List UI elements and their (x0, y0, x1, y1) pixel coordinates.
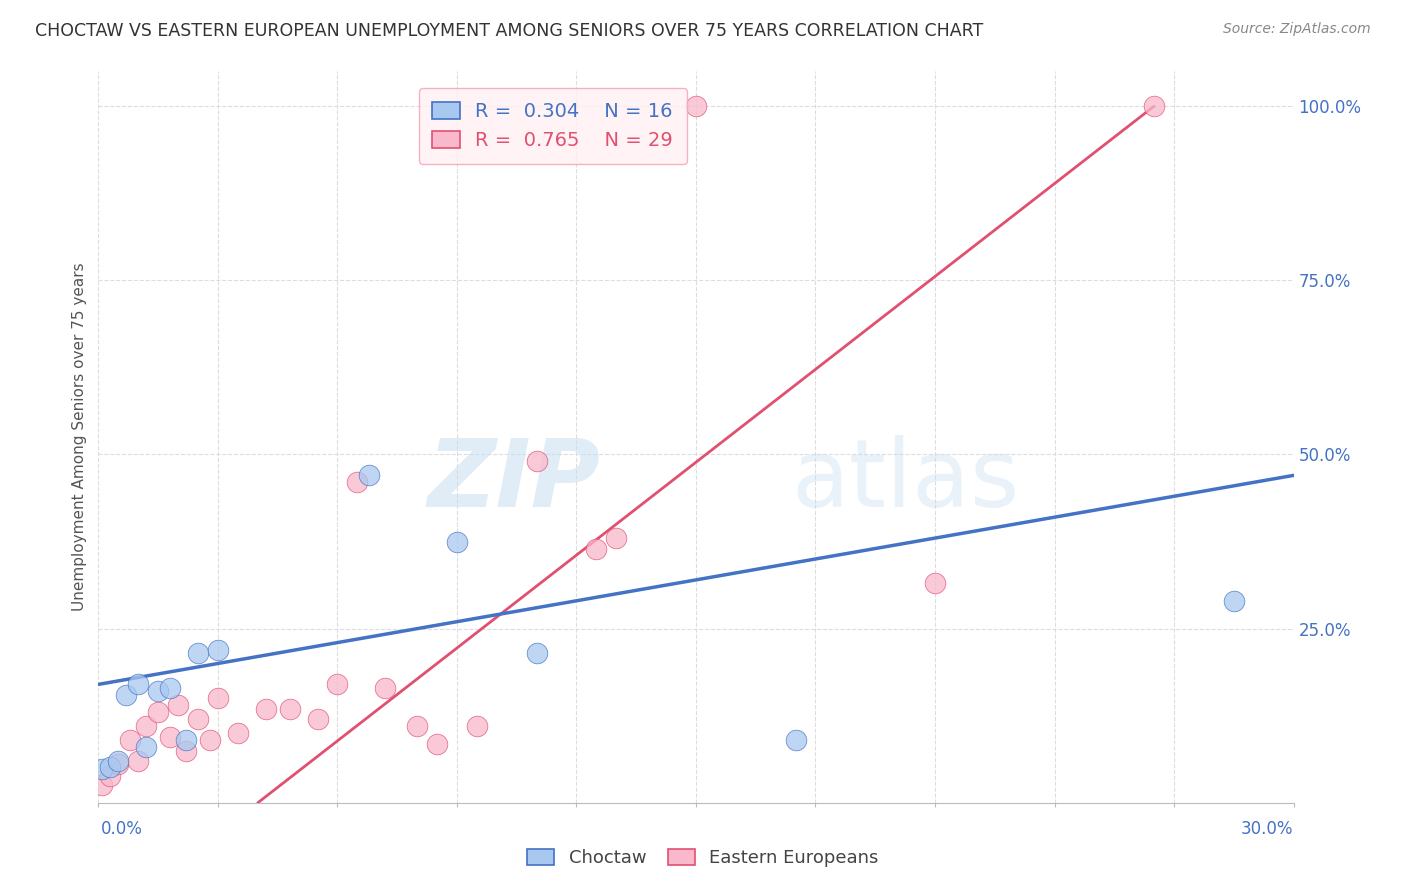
Point (207, 642, 229, 657)
Point (254, 702, 277, 716)
Point (785, 733, 807, 747)
Point (374, 681, 396, 695)
Point (359, 468, 381, 483)
Point (465, 719, 488, 733)
Point (924, 576, 946, 591)
Point (159, 681, 181, 695)
Point (605, 531, 627, 545)
Point (167, 698, 190, 713)
Point (107, 754, 129, 768)
Point (307, 712, 329, 726)
Point (278, 702, 301, 716)
Point (135, 740, 157, 755)
Point (526, 454, 548, 468)
Point (148, 705, 170, 719)
Point (1143, 99, 1166, 113)
Point (226, 726, 249, 740)
Point (446, 534, 468, 549)
Point (426, 737, 449, 751)
Point (174, 733, 197, 747)
Point (120, 733, 142, 747)
Point (100, 769, 122, 783)
Point (91, 778, 114, 792)
Point (1222, 594, 1246, 608)
Point (187, 646, 209, 660)
Point (406, 719, 429, 733)
Point (198, 733, 221, 747)
Text: Source: ZipAtlas.com: Source: ZipAtlas.com (1223, 22, 1371, 37)
Point (148, 684, 170, 698)
Text: ZIP: ZIP (427, 435, 600, 527)
Point (127, 754, 149, 768)
Text: atlas: atlas (792, 435, 1019, 527)
Legend: R =  0.304    N = 16, R =  0.765    N = 29: R = 0.304 N = 16, R = 0.765 N = 29 (419, 88, 686, 164)
Text: 0.0%: 0.0% (101, 820, 143, 838)
Point (115, 688, 138, 702)
Point (685, 99, 707, 113)
Point (346, 475, 368, 490)
Legend: Choctaw, Eastern Europeans: Choctaw, Eastern Europeans (520, 841, 886, 874)
Point (100, 759, 122, 773)
Point (526, 646, 548, 660)
Point (207, 691, 229, 706)
Point (187, 712, 209, 726)
Point (127, 677, 149, 691)
Point (91, 763, 114, 777)
Point (326, 677, 349, 691)
Point (174, 743, 197, 757)
Y-axis label: Unemployment Among Seniors over 75 years: Unemployment Among Seniors over 75 years (72, 263, 87, 611)
Point (585, 541, 607, 556)
Text: CHOCTAW VS EASTERN EUROPEAN UNEMPLOYMENT AMONG SENIORS OVER 75 YEARS CORRELATION: CHOCTAW VS EASTERN EUROPEAN UNEMPLOYMENT… (35, 22, 983, 40)
Point (159, 730, 181, 744)
Point (107, 757, 129, 772)
Text: 30.0%: 30.0% (1241, 820, 1294, 838)
Point (135, 719, 157, 733)
